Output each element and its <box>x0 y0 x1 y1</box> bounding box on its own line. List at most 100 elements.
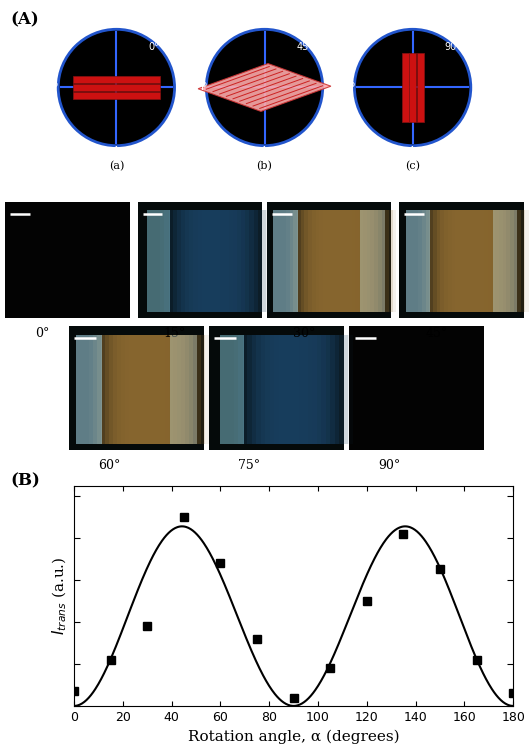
Bar <box>97 335 165 444</box>
Text: 0°: 0° <box>148 42 159 52</box>
Bar <box>252 335 312 444</box>
Ellipse shape <box>206 29 323 146</box>
Bar <box>101 335 169 444</box>
Bar <box>429 211 491 312</box>
Bar <box>292 335 353 444</box>
Text: P: P <box>52 82 59 93</box>
Bar <box>320 211 381 312</box>
Bar <box>117 335 185 444</box>
Bar <box>73 84 160 91</box>
Bar <box>214 211 270 312</box>
Bar <box>238 335 299 444</box>
Bar <box>467 211 528 312</box>
Text: A: A <box>261 146 268 155</box>
Bar <box>422 211 484 312</box>
Bar <box>265 335 326 444</box>
Bar <box>93 335 160 444</box>
Text: 60°: 60° <box>98 459 121 472</box>
Bar <box>444 211 506 312</box>
Bar <box>229 335 290 444</box>
Bar <box>138 202 262 318</box>
Bar <box>198 63 331 111</box>
Bar <box>282 211 344 312</box>
Bar <box>261 335 322 444</box>
Bar <box>156 211 212 312</box>
Text: (A): (A) <box>11 11 39 28</box>
Text: 15°: 15° <box>163 327 186 341</box>
Bar <box>331 211 393 312</box>
Bar <box>402 52 408 123</box>
Text: P: P <box>200 82 206 93</box>
Bar <box>133 335 201 444</box>
Text: (b): (b) <box>257 161 272 171</box>
Bar <box>293 211 355 312</box>
Bar <box>414 211 477 312</box>
Bar <box>177 211 233 312</box>
Bar <box>206 211 262 312</box>
Bar <box>283 335 344 444</box>
Bar <box>5 202 130 318</box>
Ellipse shape <box>354 29 471 146</box>
Bar <box>243 335 304 444</box>
Text: 45°: 45° <box>425 327 448 341</box>
Bar <box>169 211 225 312</box>
Bar <box>349 326 484 450</box>
Bar <box>148 211 170 312</box>
Bar <box>437 211 499 312</box>
Bar <box>459 211 521 312</box>
Bar <box>69 326 204 450</box>
Y-axis label: $I_{trans}$ (a.u.): $I_{trans}$ (a.u.) <box>50 557 68 635</box>
Bar <box>327 211 389 312</box>
Bar <box>300 211 363 312</box>
Text: A: A <box>113 146 120 155</box>
Bar <box>209 326 344 450</box>
Text: 30°: 30° <box>293 327 316 341</box>
Text: (c): (c) <box>405 161 420 171</box>
Bar <box>274 335 335 444</box>
Bar <box>73 76 160 84</box>
Bar <box>105 335 172 444</box>
Bar <box>305 211 367 312</box>
Bar <box>289 211 352 312</box>
Bar <box>198 211 253 312</box>
Bar <box>316 211 378 312</box>
Bar <box>210 211 266 312</box>
Bar <box>142 335 209 444</box>
Bar <box>109 335 177 444</box>
Bar <box>433 211 495 312</box>
Bar <box>418 211 480 312</box>
Bar <box>165 211 221 312</box>
Bar <box>452 211 514 312</box>
Bar <box>279 335 340 444</box>
Bar <box>448 211 510 312</box>
Bar <box>121 335 189 444</box>
Bar <box>312 211 374 312</box>
Bar <box>181 211 237 312</box>
Bar <box>76 335 103 444</box>
Bar <box>125 335 193 444</box>
Text: A: A <box>409 146 416 155</box>
Bar <box>202 211 258 312</box>
Bar <box>267 202 391 318</box>
Bar <box>455 211 517 312</box>
Bar <box>417 52 424 123</box>
Bar <box>441 211 503 312</box>
Bar <box>113 335 181 444</box>
Text: P: P <box>349 82 354 93</box>
Bar <box>73 92 160 99</box>
X-axis label: Rotation angle, α (degrees): Rotation angle, α (degrees) <box>188 729 399 744</box>
Bar <box>323 211 385 312</box>
Bar <box>409 52 416 123</box>
Bar <box>360 211 385 312</box>
Text: 45°: 45° <box>296 42 314 52</box>
Bar <box>286 211 348 312</box>
Bar <box>189 211 245 312</box>
Bar <box>170 335 197 444</box>
Bar <box>185 211 241 312</box>
Bar <box>173 211 229 312</box>
Bar <box>297 211 359 312</box>
Text: 75°: 75° <box>239 459 260 472</box>
Text: 90°: 90° <box>444 42 462 52</box>
Bar <box>492 211 517 312</box>
Bar <box>194 211 250 312</box>
